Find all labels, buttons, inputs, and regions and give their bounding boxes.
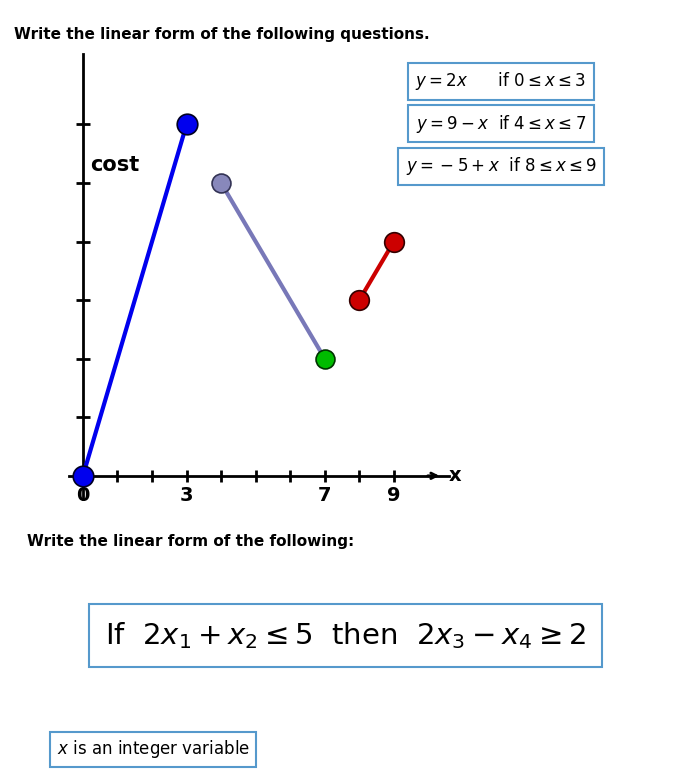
Point	[181, 118, 192, 131]
Text: $y=2x$      if $0\leq x\leq 3$: $y=2x$ if $0\leq x\leq 3$	[415, 70, 587, 92]
Point	[388, 235, 399, 248]
Text: cost: cost	[90, 156, 139, 176]
Text: $y=9-x$  if $4\leq x\leq 7$: $y=9-x$ if $4\leq x\leq 7$	[416, 113, 586, 135]
Text: Write the linear form of the following questions.: Write the linear form of the following q…	[14, 27, 429, 42]
Point	[216, 176, 227, 189]
Text: $x$ is an integer variable: $x$ is an integer variable	[57, 738, 249, 760]
Point	[77, 470, 88, 482]
Text: x: x	[449, 466, 462, 485]
Text: $y=-5+x$  if $8\leq x\leq 9$: $y=-5+x$ if $8\leq x\leq 9$	[406, 156, 596, 177]
Point	[354, 294, 365, 307]
Text: If  $2x_{\mathit{1}}+x_{\mathit{2}}\leq 5$  then  $2x_{\mathit{3}}-x_{\mathit{4}: If $2x_{\mathit{1}}+x_{\mathit{2}}\leq 5…	[105, 620, 586, 651]
Point	[319, 352, 330, 365]
Text: Write the linear form of the following:: Write the linear form of the following:	[27, 534, 354, 549]
